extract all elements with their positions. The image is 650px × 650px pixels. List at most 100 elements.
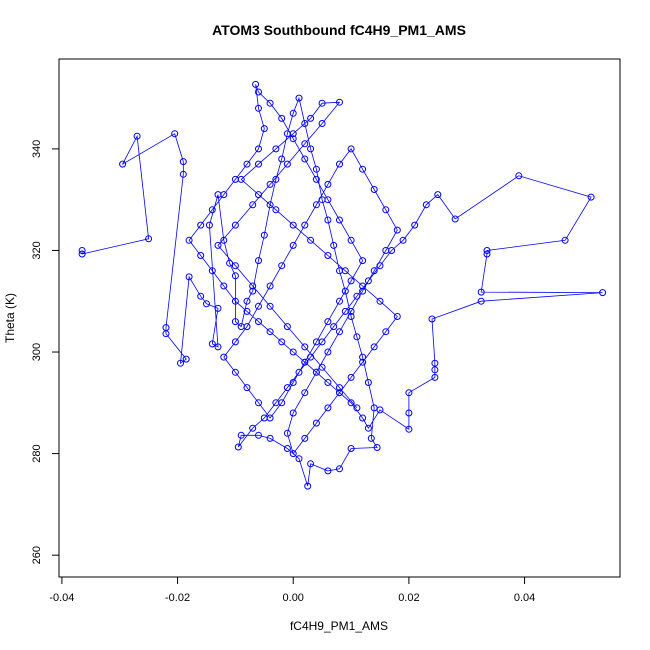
data-point	[119, 160, 127, 168]
data-point	[411, 221, 419, 229]
data-point	[405, 389, 413, 397]
plot-area	[58, 58, 621, 578]
y-tick-label: 280	[31, 444, 43, 462]
data-point	[231, 318, 239, 326]
data-point	[197, 292, 205, 300]
data-point	[428, 315, 436, 323]
x-tick-label: 0.04	[514, 592, 535, 604]
data-point	[330, 241, 338, 249]
data-point	[324, 252, 332, 259]
data-point	[301, 358, 309, 366]
data-point	[220, 236, 228, 244]
data-point	[255, 302, 262, 310]
y-tick-label: 260	[31, 546, 43, 564]
data-point	[249, 424, 257, 432]
data-point	[231, 272, 239, 280]
data-point	[324, 318, 332, 326]
data-point	[301, 140, 309, 148]
data-point	[260, 231, 268, 239]
data-point	[451, 215, 459, 223]
data-point	[278, 338, 286, 346]
data-point	[477, 297, 485, 305]
data-point	[266, 434, 274, 442]
data-point	[272, 206, 280, 214]
data-point	[208, 267, 216, 275]
data-point	[78, 250, 86, 258]
x-tick-label: 0.02	[398, 592, 419, 604]
data-point	[231, 262, 239, 270]
data-point	[336, 389, 343, 397]
data-point	[289, 379, 297, 386]
data-point	[324, 348, 332, 356]
data-point	[347, 145, 355, 153]
data-point	[561, 236, 569, 244]
data-point	[255, 318, 262, 326]
data-point	[214, 343, 222, 351]
data-point	[353, 333, 361, 341]
data-point	[301, 120, 309, 127]
data-point	[359, 257, 367, 265]
data-point	[324, 404, 332, 412]
data-point	[599, 289, 607, 297]
data-point	[197, 252, 205, 259]
data-point	[231, 368, 239, 376]
data-point	[393, 226, 401, 234]
data-point	[266, 282, 274, 290]
data-point	[312, 165, 320, 173]
data-point	[243, 160, 251, 168]
data-point	[324, 196, 332, 204]
data-point	[220, 282, 228, 290]
data-point	[336, 98, 343, 106]
y-axis: 260 280 300 320 340	[31, 140, 60, 564]
data-point	[336, 216, 343, 224]
data-point	[272, 145, 280, 153]
data-point	[393, 313, 401, 320]
data-point	[312, 175, 320, 183]
data-point	[359, 282, 367, 290]
data-point	[78, 247, 86, 254]
data-point	[301, 434, 309, 442]
data-layer	[78, 80, 607, 490]
data-point	[162, 330, 170, 338]
data-point	[231, 338, 239, 346]
data-point	[278, 262, 286, 270]
data-point	[382, 328, 390, 336]
data-point	[301, 155, 309, 163]
data-point	[255, 191, 262, 199]
data-point	[266, 180, 274, 188]
data-point	[278, 114, 286, 122]
data-point	[399, 236, 407, 244]
x-axis-label: fC4H9_PM1_AMS	[290, 619, 388, 633]
data-point	[422, 201, 430, 209]
data-point	[318, 363, 326, 371]
data-point	[515, 172, 523, 180]
data-point	[353, 404, 361, 412]
data-point	[364, 277, 372, 285]
data-point	[373, 444, 381, 451]
data-point	[289, 109, 297, 117]
data-point	[431, 366, 439, 374]
data-point	[312, 338, 320, 346]
data-point	[341, 267, 349, 275]
data-point	[255, 104, 262, 112]
chart-title: ATOM3 Southbound fC4H9_PM1_AMS	[212, 22, 466, 38]
data-point	[283, 429, 291, 437]
data-point	[179, 158, 187, 166]
data-point	[324, 379, 332, 386]
data-point	[483, 250, 491, 258]
data-point	[234, 443, 242, 451]
data-point	[289, 348, 297, 356]
data-point	[312, 368, 320, 376]
data-point	[405, 409, 413, 417]
data-point	[179, 170, 187, 178]
data-point	[359, 165, 367, 173]
data-point	[330, 323, 338, 331]
data-point	[324, 216, 332, 224]
data-point	[431, 359, 439, 367]
data-point	[347, 307, 355, 315]
data-point	[336, 328, 343, 336]
data-point	[177, 359, 184, 367]
data-point	[370, 186, 378, 193]
data-point	[145, 235, 153, 243]
data-point	[272, 175, 280, 183]
